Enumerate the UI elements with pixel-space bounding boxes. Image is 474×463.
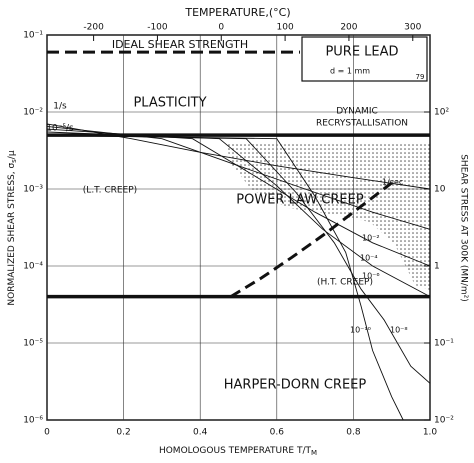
x-tick-label: 0.6 [270,428,285,438]
y-tick-label: 10⁻⁶ [23,416,43,426]
x2-tick-label: 300 [404,23,421,33]
region-label: PLASTICITY [133,96,206,111]
x2-tick-label: -100 [147,23,168,33]
contour-label: 10⁻⁶ [362,272,380,281]
contour-label: 10⁻¹⁰ [350,326,371,335]
y2-tick-label: 10 [434,185,446,195]
region-label: RECRYSTALLISATION [316,119,408,129]
x-tick-label: 0.8 [346,428,361,438]
strain-rate-contour [46,134,431,384]
x2-tick-label: 0 [218,23,224,33]
figure-number: 79 [416,73,425,81]
y-tick-label: 10⁻¹ [23,31,43,41]
y2-tick-label: 10² [434,108,449,118]
y-tick-label: 10⁻⁴ [23,262,43,272]
dashed-field-boundary [230,181,393,298]
region-label: DYNAMIC [336,107,378,117]
y-axis-label: NORMALIZED SHEAR STRESS, σs/μ [7,150,19,305]
y2-tick-label: 10⁻² [434,416,454,426]
y2-tick-label: 10⁻¹ [434,339,454,349]
contour-label: 10⁻⁴ [360,254,378,263]
x-tick-label: 1.0 [423,428,438,438]
plot-frame [46,34,431,421]
legend-box [301,36,428,82]
y-tick-label: 10⁻² [23,108,43,118]
region-label: (H.T. CREEP) [317,278,373,288]
x2-axis-label: TEMPERATURE,(°C) [184,6,290,19]
contour-label: 1/sec [382,178,403,187]
y-tick-label: 10⁻³ [23,185,43,195]
chart-title: PURE LEAD [325,45,398,60]
strain-rate-contour [46,134,404,421]
x-tick-label: 0.4 [193,428,208,438]
chart-subtitle: d = 1 mm [330,67,370,76]
y2-axis-label: SHEAR STRESS AT 300K (MN/m²) [459,154,469,302]
x2-tick-label: 200 [340,23,357,33]
x-tick-label: 0 [44,428,50,438]
region-label: 10⁻⁵/s [46,124,74,134]
recrystallisation-region [225,142,430,290]
y2-tick-label: 1 [434,262,440,272]
contour-label: 10⁻⁸ [390,326,408,335]
region-label: HARPER-DORN CREEP [224,378,367,393]
x2-tick-label: -200 [83,23,104,33]
region-label: IDEAL SHEAR STRENGTH [112,38,248,51]
x-axis-label: HOMOLOGOUS TEMPERATURE T/TM [159,446,317,458]
x2-tick-label: 100 [277,23,294,33]
contour-label: 10⁻² [362,234,380,243]
y-tick-label: 10⁻⁵ [23,339,43,349]
region-label: POWER LAW CREEP [236,193,364,208]
region-label: 1/s [53,102,67,112]
x-tick-label: 0.2 [116,428,130,438]
region-label: (L.T. CREEP) [83,186,137,196]
